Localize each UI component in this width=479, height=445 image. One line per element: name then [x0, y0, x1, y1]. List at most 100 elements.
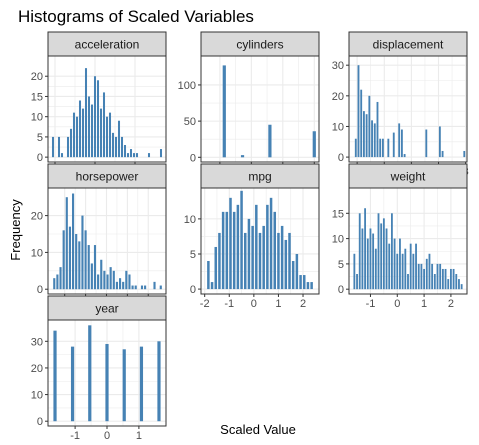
strip-acceleration	[47, 31, 167, 57]
histogram-bar	[62, 230, 65, 290]
y-tick-label: 20	[332, 91, 344, 103]
histogram-bar	[125, 270, 128, 290]
histogram-bar	[455, 274, 458, 290]
histogram-bar	[247, 218, 251, 290]
histogram-bar	[382, 218, 385, 290]
y-tick-label: 20	[31, 363, 43, 375]
y-tick-label: 100	[178, 80, 196, 92]
y-tick-label: 5	[190, 249, 196, 261]
histogram-bar	[117, 120, 121, 158]
y-tick-label: 0	[37, 152, 43, 164]
histogram-bar	[273, 211, 277, 290]
histogram-bar	[90, 104, 94, 158]
histogram-bar	[444, 268, 447, 290]
histogram-bar	[269, 197, 273, 290]
histogram-bar	[229, 197, 232, 290]
histogram-bar	[388, 243, 391, 290]
x-tick-label: 0	[394, 298, 400, 310]
panel-border-horsepower	[47, 187, 167, 295]
panel-border-displacement	[348, 55, 468, 163]
histogram-bar	[266, 204, 269, 290]
histogram-bar	[103, 270, 106, 290]
histogram-bar	[380, 223, 383, 290]
histogram-bar	[379, 138, 382, 158]
histogram-bar	[65, 197, 68, 290]
histogram-bar	[114, 136, 118, 158]
histogram-bar	[428, 253, 431, 290]
y-tick-label: 20	[31, 71, 43, 83]
histogram-bar	[396, 253, 399, 290]
y-tick-label: 0	[338, 152, 344, 164]
histogram-bar	[377, 213, 380, 290]
histogram-bar	[81, 108, 85, 158]
histogram-bar	[87, 96, 91, 158]
y-tick-label: 50	[184, 116, 196, 128]
strip-label-year: year	[95, 302, 118, 316]
histogram-bar	[93, 245, 97, 290]
histogram-bar	[365, 114, 368, 158]
panel-border-cylinders	[200, 55, 320, 163]
histogram-bar	[460, 284, 463, 290]
panel-border-weight	[348, 187, 468, 295]
histogram-bar	[364, 208, 367, 290]
strip-horsepower	[47, 163, 167, 189]
facet-mpg: mpg -2 -1 0 1 2 0 5 10	[184, 163, 320, 310]
histogram-bar	[268, 124, 272, 158]
histogram-bar	[115, 281, 118, 290]
strip-weight	[348, 163, 468, 189]
histogram-bar	[106, 274, 109, 290]
histogram-bar	[403, 154, 406, 158]
histogram-bar	[251, 225, 254, 290]
histogram-bar	[288, 232, 291, 290]
histogram-bar	[128, 274, 131, 290]
histogram-bar	[255, 204, 258, 290]
histogram-bar	[84, 230, 87, 290]
y-tick-label: 0	[37, 284, 43, 296]
facet-cylinders: cylinders-1012050100	[178, 31, 320, 178]
histogram-bar	[97, 274, 100, 290]
histogram-bar	[362, 111, 365, 158]
histogram-bar	[423, 268, 426, 290]
histogram-bar	[59, 267, 62, 290]
histogram-bar	[376, 101, 379, 158]
strip-label-cylinders: cylinders	[236, 38, 283, 52]
histogram-bar	[122, 349, 126, 422]
strip-mpg	[200, 163, 320, 189]
x-tick-label: 1	[421, 298, 427, 310]
y-tick-label: 15	[31, 91, 43, 103]
y-tick-label: 20	[31, 211, 43, 223]
histogram-bar	[385, 228, 388, 290]
y-tick-label: 0	[190, 284, 196, 296]
y-tick-label: 0	[37, 416, 43, 428]
histogram-bar	[51, 136, 55, 158]
x-tick-label: 0	[104, 430, 110, 442]
histogram-bar	[93, 76, 97, 158]
histogram-bar	[53, 330, 57, 422]
x-tick-label: 0	[251, 298, 257, 310]
histogram-bar	[439, 263, 442, 290]
histogram-bar	[392, 132, 395, 158]
histogram-bar	[236, 204, 240, 290]
histogram-bar	[357, 65, 360, 158]
histogram-bar	[68, 226, 71, 290]
histogram-bar	[53, 278, 56, 290]
y-tick-label: 10	[332, 121, 344, 133]
histogram-bar	[240, 190, 243, 290]
histogram-bar	[452, 268, 455, 290]
histogram-bar	[358, 213, 361, 290]
y-tick-label: 0	[190, 152, 196, 164]
histogram-bar	[131, 285, 134, 290]
histogram-bar	[398, 123, 401, 158]
histogram-bar	[449, 268, 452, 290]
histogram-bar	[105, 343, 109, 422]
histogram-bar	[159, 285, 162, 290]
histogram-bar	[381, 138, 384, 158]
histogram-bar	[420, 263, 423, 290]
x-tick-label: 1	[136, 430, 142, 442]
histogram-bar	[425, 129, 428, 158]
histogram-bar	[447, 279, 450, 290]
histogram-bar	[412, 253, 415, 290]
histogram-bar	[458, 279, 460, 290]
